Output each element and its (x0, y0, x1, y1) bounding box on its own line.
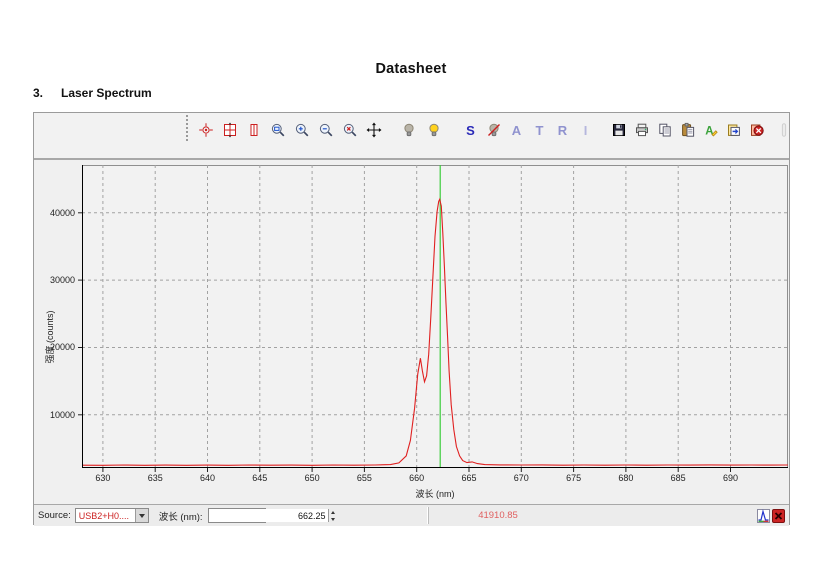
y-tick-label: 30000 (49, 275, 75, 286)
zoom-in-icon-glyph (295, 123, 308, 137)
lamp-on-icon[interactable] (425, 122, 442, 139)
overlay-spectrum-icon-glyph (727, 124, 740, 136)
section-title: Laser Spectrum (61, 86, 152, 100)
scope-mode-icon[interactable]: S (462, 122, 479, 139)
irradiance-mode-icon-glyph: I (583, 122, 588, 138)
paste-icon-glyph (681, 122, 694, 137)
x-tick-label: 665 (461, 473, 477, 483)
x-tick-label: 655 (356, 473, 372, 483)
lamp-off-icon-glyph (403, 123, 414, 137)
wavelength-input[interactable] (208, 509, 328, 522)
spectrum-plot[interactable] (78, 165, 789, 472)
annotation-icon-glyph: A (705, 125, 718, 137)
y-axis-title: 强度 (counts) (45, 310, 55, 364)
disabled-tool-icon-glyph (781, 123, 786, 137)
y-tick-label: 20000 (49, 342, 75, 353)
copy-icon-glyph (658, 123, 671, 137)
save-icon-glyph (612, 124, 625, 136)
x-axis-title: 波长 (nm) (415, 489, 455, 499)
print-icon-glyph (635, 123, 648, 137)
page-title: Datasheet (375, 61, 447, 77)
x-tick-label: 650 (304, 473, 320, 483)
x-tick-label: 660 (409, 473, 425, 483)
spectrum-peak-icon[interactable] (757, 509, 770, 523)
absorbance-mode-icon-glyph: A (511, 122, 522, 138)
scale-vertical-icon[interactable] (245, 122, 262, 139)
save-icon[interactable] (610, 122, 627, 139)
x-tick-label: 645 (252, 473, 268, 483)
transmission-mode-icon[interactable]: T (531, 122, 548, 139)
source-dropdown-value: USB2+H0.... (78, 510, 130, 521)
dropdown-arrow-icon[interactable] (134, 509, 148, 522)
x-tick-label: 675 (566, 473, 582, 483)
intensity-reading: 41910.85 (478, 510, 518, 521)
svg-text:A: A (705, 125, 713, 137)
statusbar-icons (757, 509, 785, 523)
close-icon[interactable] (772, 509, 785, 523)
scope-mode-icon-glyph: S (466, 122, 475, 138)
lamp-off-icon[interactable] (400, 122, 417, 139)
zoom-out-icon[interactable] (317, 122, 334, 139)
zoom-in-icon[interactable] (293, 122, 310, 139)
reflection-mode-icon-glyph: R (557, 122, 568, 138)
source-dropdown[interactable]: USB2+H0.... (74, 508, 149, 523)
chart-panel: 强度 (counts) 波长 (nm) 630 635 640 645 650 655 66… (34, 161, 789, 504)
y-tick-label: 10000 (49, 409, 75, 420)
delete-overlay-icon-glyph (750, 124, 764, 136)
x-tick-label: 680 (618, 473, 634, 483)
scale-vertical-icon-glyph (250, 124, 257, 136)
absorbance-mode-icon[interactable]: A (508, 122, 525, 139)
x-tick-label: 635 (147, 473, 163, 483)
x-tick-label: 690 (722, 473, 738, 483)
wavelength-spinbox (207, 508, 336, 523)
store-dark-spectrum-icon-glyph (487, 123, 500, 137)
transmission-mode-icon-glyph: T (535, 122, 544, 138)
irradiance-mode-icon[interactable]: I (577, 122, 594, 139)
pan-icon[interactable] (365, 122, 382, 139)
x-tick-label: 670 (513, 473, 529, 483)
copy-icon[interactable] (656, 122, 673, 139)
scale-graph-icon[interactable] (221, 122, 238, 139)
zoom-reset-icon[interactable] (341, 122, 358, 139)
overlay-spectrum-icon[interactable] (725, 122, 742, 139)
zoom-out-icon-glyph (319, 123, 332, 137)
zoom-reset-icon-glyph (343, 123, 356, 137)
section-heading: 3. Laser Spectrum (33, 86, 152, 100)
delete-overlay-icon[interactable] (748, 122, 765, 139)
zoom-region-icon-glyph (271, 123, 284, 137)
source-label: Source: (38, 510, 71, 521)
spinner-buttons (327, 509, 336, 522)
status-controls: Source: USB2+H0.... 波长 (nm): (38, 505, 336, 526)
select-tool-icon-glyph (198, 123, 213, 137)
statusbar-separator (428, 507, 429, 524)
section-number: 3. (33, 86, 44, 100)
paste-icon[interactable] (679, 122, 696, 139)
annotation-icon[interactable]: A (702, 122, 719, 139)
print-icon[interactable] (633, 122, 650, 139)
reflection-mode-icon[interactable]: R (554, 122, 571, 139)
status-bar: Source: USB2+H0.... 波长 (nm): 41910.85 (34, 504, 789, 526)
store-dark-spectrum-icon[interactable] (485, 122, 502, 139)
zoom-region-icon[interactable] (269, 122, 286, 139)
scale-graph-icon-glyph (223, 122, 236, 138)
pan-icon-glyph (366, 122, 381, 138)
select-tool-icon[interactable] (197, 122, 214, 139)
lamp-on-icon-glyph (428, 123, 439, 137)
x-tick-label: 685 (670, 473, 686, 483)
toolbar-drag-handle[interactable] (186, 115, 189, 141)
wavelength-label: 波长 (nm): (158, 511, 203, 523)
x-tick-label: 640 (199, 473, 216, 483)
x-tick-label: 630 (95, 473, 111, 483)
spectrum-curve (81, 197, 789, 466)
disabled-tool-icon[interactable] (775, 122, 792, 139)
y-tick-label: 40000 (49, 207, 75, 218)
